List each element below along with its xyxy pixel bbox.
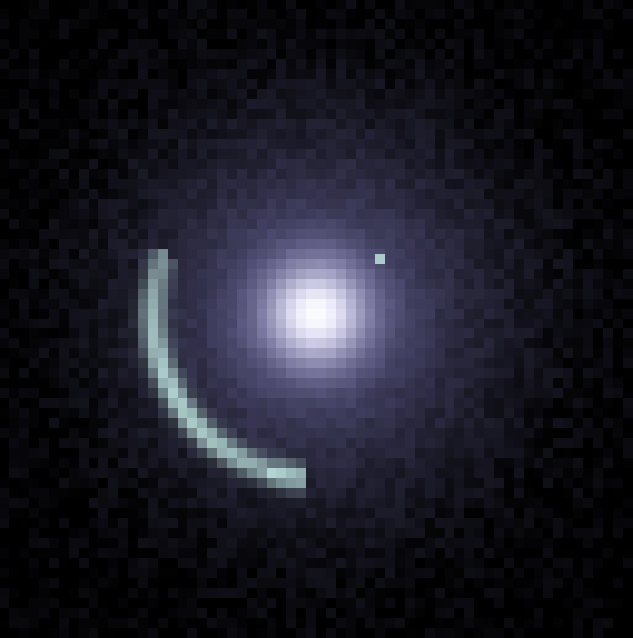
gravitational-lens-image: [0, 0, 633, 638]
